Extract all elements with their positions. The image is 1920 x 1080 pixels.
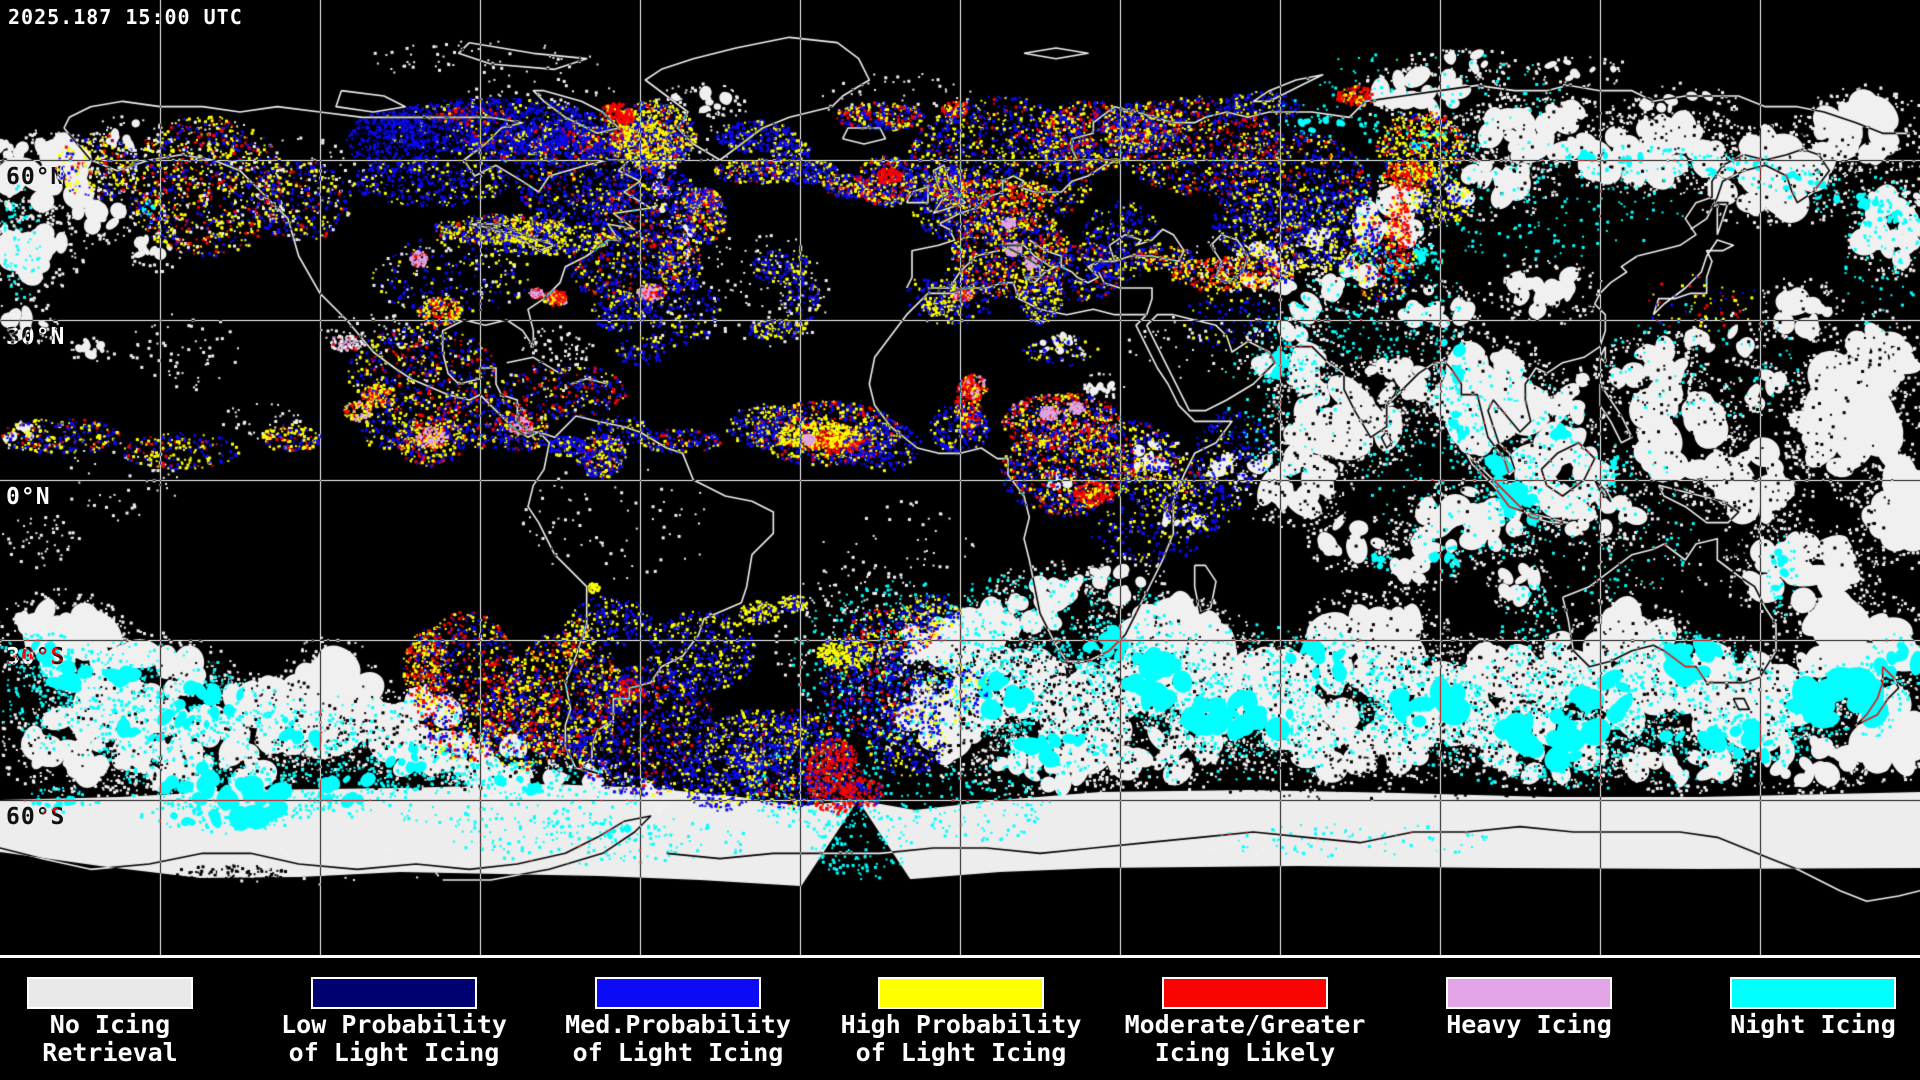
legend: No Icing Retrieval Low Probability of Light…	[0, 958, 1920, 1080]
lat-label-60S: 60°S	[6, 804, 66, 830]
legend-item: Med.Probability of Light Icing	[536, 958, 820, 1080]
legend-label: Night Icing	[1671, 1011, 1920, 1039]
legend-label-line: of Light Icing	[288, 1038, 500, 1067]
legend-label-line: Heavy Icing	[1446, 1010, 1612, 1039]
lat-label-0N: 0°N	[6, 484, 51, 510]
legend-label: High Probability of Light Icing	[819, 1011, 1103, 1067]
legend-swatch	[1446, 977, 1612, 1009]
lat-label-30N: 30°N	[6, 324, 66, 350]
legend-label: Heavy Icing	[1387, 1011, 1671, 1039]
lat-label-30S: 30°S	[6, 644, 66, 670]
legend-swatch	[595, 977, 761, 1009]
map-canvas	[0, 0, 1920, 956]
legend-item: Low Probability of Light Icing	[252, 958, 536, 1080]
legend-label: Med.Probability of Light Icing	[536, 1011, 820, 1067]
legend-swatch	[1162, 977, 1328, 1009]
legend-label-line: Med.Probability	[565, 1010, 791, 1039]
legend-separator	[0, 955, 1920, 958]
legend-label-line: of Light Icing	[855, 1038, 1067, 1067]
legend-swatch	[27, 977, 193, 1009]
legend-label-line: High Probability	[840, 1010, 1082, 1039]
legend-item: High Probability of Light Icing	[819, 958, 1103, 1080]
legend-item: Moderate/Greater Icing Likely	[1103, 958, 1387, 1080]
legend-swatch	[878, 977, 1044, 1009]
legend-label-line: Retrieval	[42, 1038, 178, 1067]
legend-label-line: Night Icing	[1730, 1010, 1896, 1039]
legend-item: No Icing Retrieval	[0, 958, 252, 1080]
legend-label-line: Moderate/Greater	[1124, 1010, 1366, 1039]
world-icing-map: 2025.187 15:00 UTC 60°N 30°N 0°N 30°S 60°S	[0, 0, 1920, 956]
legend-label: Low Probability of Light Icing	[252, 1011, 536, 1067]
lat-label-60N: 60°N	[6, 164, 66, 190]
timestamp-label: 2025.187 15:00 UTC	[8, 5, 243, 29]
legend-item: Night Icing	[1671, 958, 1920, 1080]
legend-label-line: Low Probability	[281, 1010, 507, 1039]
legend-swatch	[1730, 977, 1896, 1009]
legend-label: Moderate/Greater Icing Likely	[1103, 1011, 1387, 1067]
legend-label-line: Icing Likely	[1154, 1038, 1336, 1067]
legend-swatch	[311, 977, 477, 1009]
legend-label-line: No Icing	[49, 1010, 171, 1039]
legend-label: No Icing Retrieval	[0, 1011, 252, 1067]
legend-label-line: of Light Icing	[572, 1038, 784, 1067]
legend-item: Heavy Icing	[1387, 958, 1671, 1080]
